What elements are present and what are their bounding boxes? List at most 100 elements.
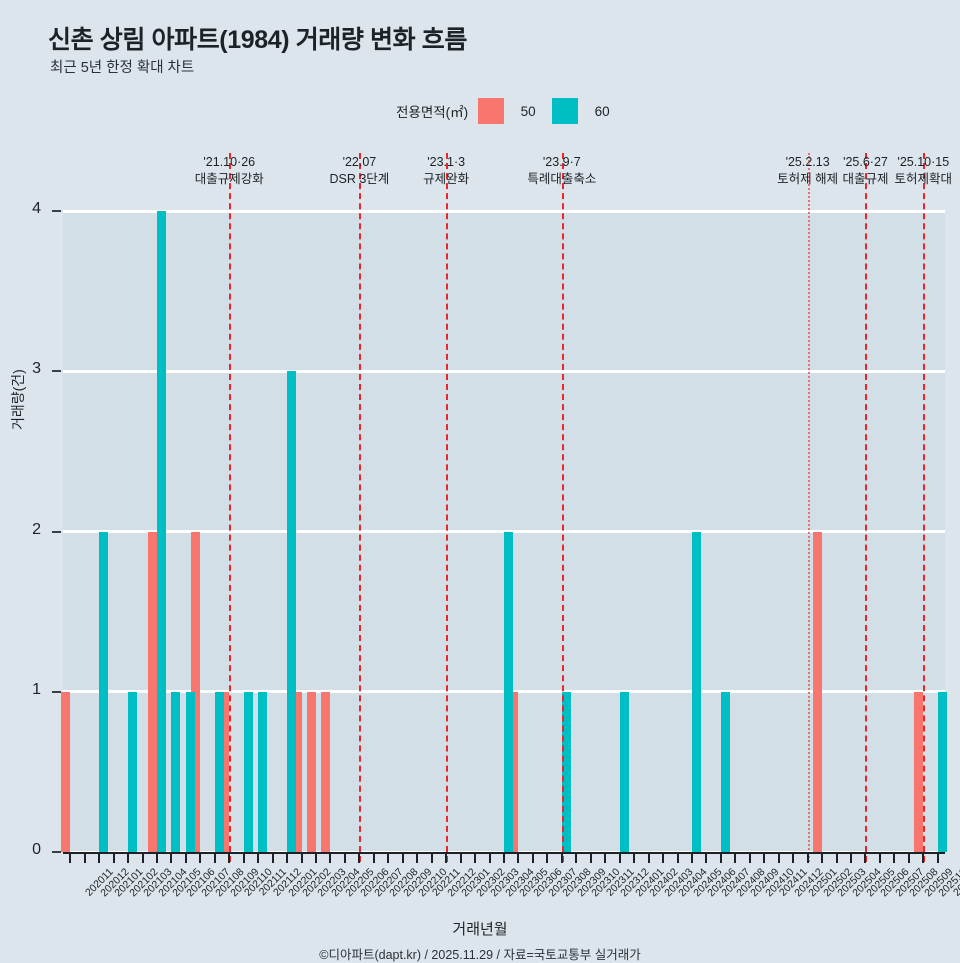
event-date-1: '22.07 [342,155,377,169]
x-axis: 202011 202012 202101 202102 202103 202104 2021… [63,852,960,899]
bar-50-202203 [292,691,302,852]
x-axis-tick [517,854,520,863]
x-axis-tick [199,854,202,863]
x-axis-tick [647,854,650,863]
y-axis-tick [52,370,61,373]
bar-60-202106 [171,691,181,852]
y-axis-title: 거래량(건) [10,369,26,430]
y-axis-tick-label: 0 [32,841,41,858]
x-axis-tick [878,854,881,863]
y-axis-tick-label: 4 [32,200,41,217]
x-axis-tick [633,854,636,863]
bar-60-202511 [937,691,947,852]
x-axis-tick [184,854,187,863]
x-axis-tick [734,854,737,863]
x-axis-tick [575,854,578,863]
x-axis-tick [690,854,693,863]
x-axis-tick [271,854,274,863]
y-axis-tick-label: 2 [32,520,41,538]
event-line-1 [359,153,362,862]
y-axis-tick [52,851,61,853]
bar-60-202101 [99,531,109,852]
bar-50-202510 [914,691,924,852]
y-axis-tick-label: 3 [32,360,41,378]
x-axis-tick [893,854,896,863]
x-axis-tick [358,854,361,863]
x-axis-tick [560,854,563,863]
x-axis-line [63,852,945,854]
legend-label-60: 60 [594,103,610,119]
x-axis-tick [864,854,867,863]
event-date-0: '21.10·26 [203,155,256,169]
event-name-4: 토허제 해제 [777,171,839,186]
bar-60-202107 [185,691,195,852]
page-title: 신촌 상림 아파트(1984) 거래량 변화 흐름 [48,26,467,54]
x-axis-tick [141,854,144,863]
y-axis-tick-label: 1 [32,680,41,698]
gridline [63,209,945,213]
x-axis-tick [618,854,621,863]
x-axis-tick [604,854,607,863]
event-name-1: DSR 3단계 [329,171,390,186]
x-axis-tick [315,854,318,863]
event-date-3: '23.9·7 [542,155,581,169]
bar-50-202503 [813,531,823,852]
event-name-6: 토허제확대 [894,171,953,186]
bar-60-202105 [156,211,166,852]
x-axis-tick [777,854,780,863]
bar-50-202306 [509,691,519,852]
bar-50-202105 [147,531,157,852]
event-line-0 [229,153,232,862]
y-axis-tick [52,210,61,212]
x-axis-tick [112,854,115,863]
x-axis-tick [228,854,231,863]
x-axis-tick [907,854,910,863]
x-axis-tick [531,854,534,863]
x-axis-tick [83,854,86,863]
x-axis-tick [503,854,505,863]
bar-50-202110 [220,691,230,852]
event-date-5: '25.6·27 [843,155,888,169]
bar-60-202305 [504,531,513,852]
event-name-0: 대출규제강화 [194,171,264,186]
x-axis-tick [474,854,477,863]
bar-50-202108 [191,531,201,852]
x-axis-tick [850,854,853,863]
x-axis-tick [69,854,72,863]
x-axis-tick [343,854,346,863]
event-label-0: '21.10·26 대출규제강화 [195,154,264,188]
x-axis-tick [821,854,824,863]
x-axis-tick [155,854,158,863]
plot-area: 0 1 2 3 4 '21.10·26 대출규제강화 '22.07 DSR 3단계 '23.1·3… [32,153,952,862]
x-axis-tick [242,854,245,863]
event-label-1: '22.07 DSR 3단계 [329,154,389,188]
legend-swatch-50 [478,98,505,124]
event-line-6 [923,153,926,862]
x-axis-tick [589,854,592,863]
event-date-4: '25.2.13 [785,155,830,169]
x-axis-tick [922,854,925,863]
event-label-2: '23.1·3 규제완화 [423,154,469,188]
x-axis-tick [416,854,419,863]
y-axis-tick [52,530,61,533]
x-axis-tick [286,854,289,863]
bar-60-202103 [128,691,138,852]
event-line-5 [865,153,868,862]
event-label-4: '25.2.13 토허제 해제 [777,154,838,188]
footer-credit: ©디아파트(dapt.kr) / 2025.11.29 / 자료=국토교통부 실… [319,948,641,962]
x-axis-title: 거래년월 [452,921,508,938]
y-axis-tick [52,690,61,693]
x-axis-tick [387,854,390,863]
legend-label-50: 50 [520,103,536,119]
event-label-6: '25.10·15 토허제확대 [895,154,953,188]
bar-60-202202 [287,371,297,852]
x-axis-tick [257,854,260,863]
x-axis-tick [676,854,679,863]
event-line-2 [446,153,449,862]
event-label-3: '23.9·7 특례대출축소 [527,154,596,188]
legend: 전용면적(㎡) 50 60 [396,98,626,124]
bar-60-202109 [214,691,224,852]
x-axis-tick [401,854,404,863]
bar-50-202204 [307,691,317,852]
